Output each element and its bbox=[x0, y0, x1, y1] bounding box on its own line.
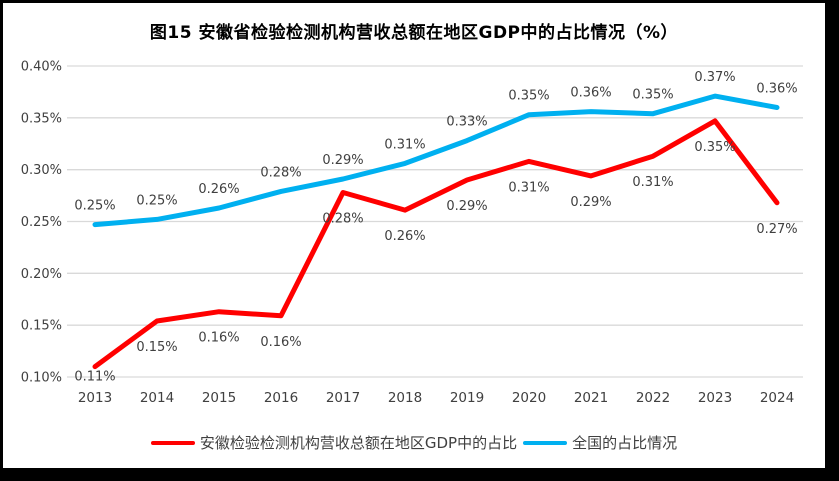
series-line-anhui bbox=[92, 118, 780, 370]
legend-line-blue-icon bbox=[523, 440, 568, 445]
data-label: 0.28% bbox=[260, 165, 301, 180]
series-line-national bbox=[92, 93, 780, 228]
legend-line-red-icon bbox=[150, 440, 195, 445]
x-tick-label: 2023 bbox=[698, 390, 732, 406]
data-label: 0.26% bbox=[198, 182, 239, 197]
y-tick-label: 0.10% bbox=[21, 371, 62, 386]
y-tick-label: 0.35% bbox=[21, 111, 62, 126]
x-tick-label: 2013 bbox=[78, 390, 112, 406]
data-label: 0.25% bbox=[136, 193, 177, 208]
data-label: 0.36% bbox=[756, 81, 797, 96]
line-chart-plot-area: 0.40% 0.35% 0.30% 0.25% 0.20% 0.15% 0.10% 2013 2… bbox=[21, 60, 803, 406]
data-label: 0.36% bbox=[570, 86, 611, 101]
data-label: 0.27% bbox=[756, 222, 797, 237]
y-tick-label: 0.20% bbox=[21, 267, 62, 282]
x-tick-label: 2016 bbox=[264, 390, 298, 406]
data-label: 0.16% bbox=[198, 331, 239, 346]
data-label: 0.25% bbox=[74, 199, 115, 214]
y-tick-label: 0.15% bbox=[21, 319, 62, 334]
chart-legend: 安徽检验检测机构营收总额在地区GDP中的占比 全国的占比情况 bbox=[3, 432, 825, 453]
data-label: 0.29% bbox=[446, 199, 487, 214]
data-label: 0.35% bbox=[508, 89, 549, 104]
x-tick-label: 2018 bbox=[388, 390, 422, 406]
data-label: 0.31% bbox=[508, 180, 549, 195]
x-tick-label: 2021 bbox=[574, 390, 608, 406]
data-label: 0.26% bbox=[384, 229, 425, 244]
legend-label-anhui: 安徽检验检测机构营收总额在地区GDP中的占比 bbox=[199, 434, 518, 452]
legend-item-anhui: 安徽检验检测机构营收总额在地区GDP中的占比 bbox=[150, 432, 518, 453]
chart-title: 图15 安徽省检验检测机构营收总额在地区GDP中的占比情况（%） bbox=[149, 23, 679, 43]
data-label: 0.31% bbox=[632, 175, 673, 190]
data-label: 0.37% bbox=[694, 70, 735, 85]
data-label: 0.33% bbox=[446, 115, 487, 130]
legend-item-national: 全国的占比情况 bbox=[523, 432, 677, 453]
data-label: 0.35% bbox=[632, 88, 673, 103]
data-label: 0.11% bbox=[74, 370, 115, 385]
y-tick-label: 0.30% bbox=[21, 163, 62, 178]
data-label: 0.29% bbox=[570, 195, 611, 210]
data-label: 0.35% bbox=[694, 140, 735, 155]
data-label: 0.31% bbox=[384, 137, 425, 152]
x-tick-label: 2020 bbox=[512, 390, 546, 406]
data-label: 0.28% bbox=[322, 211, 363, 226]
y-tick-label: 0.25% bbox=[21, 215, 62, 230]
x-tick-label: 2014 bbox=[140, 390, 174, 406]
data-label: 0.29% bbox=[322, 153, 363, 168]
x-tick-label: 2024 bbox=[760, 390, 794, 406]
x-tick-label: 2015 bbox=[202, 390, 236, 406]
x-tick-label: 2019 bbox=[450, 390, 484, 406]
data-label: 0.16% bbox=[260, 335, 301, 350]
y-tick-label: 0.40% bbox=[21, 60, 62, 75]
x-tick-label: 2017 bbox=[326, 390, 360, 406]
x-tick-label: 2022 bbox=[636, 390, 670, 406]
data-label: 0.15% bbox=[136, 340, 177, 355]
legend-label-national: 全国的占比情况 bbox=[572, 434, 678, 452]
